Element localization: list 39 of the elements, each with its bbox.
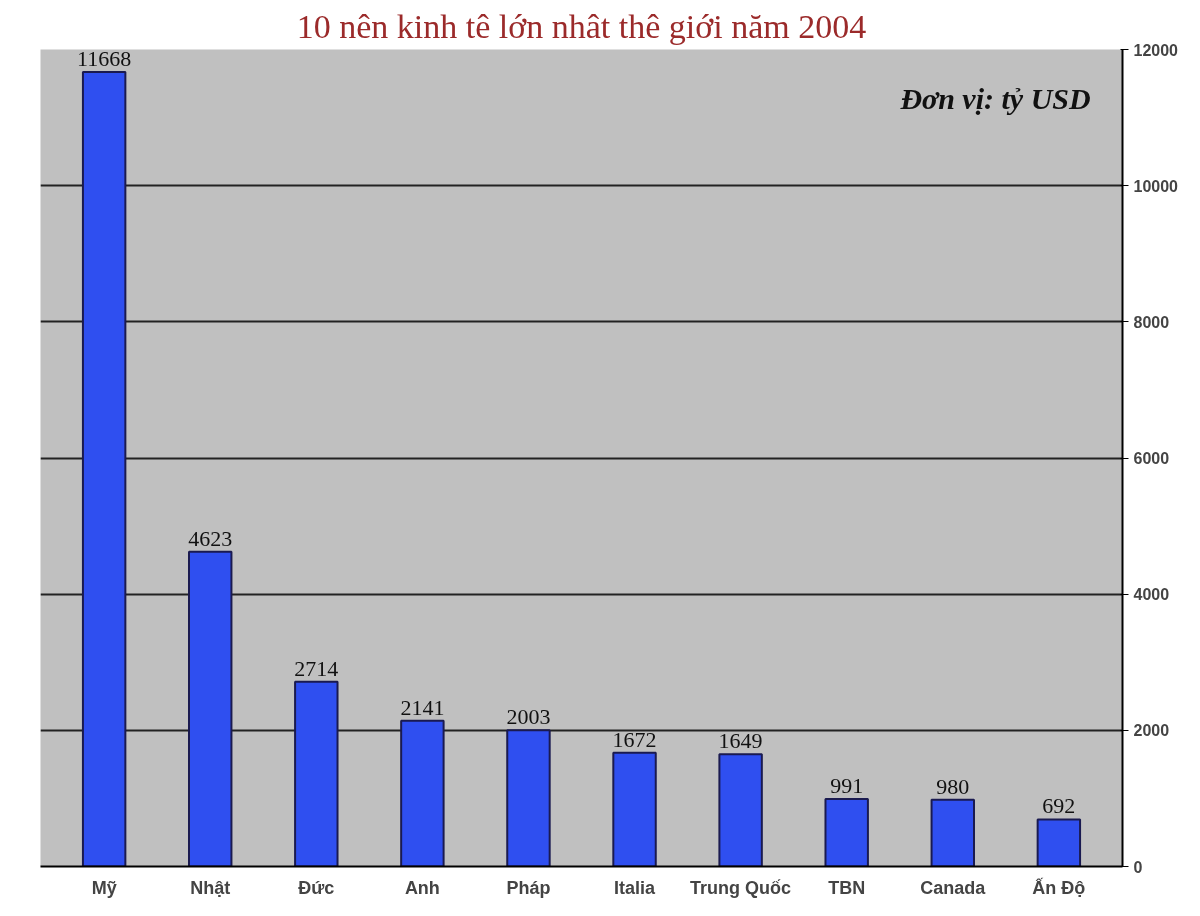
data-label: 11668 — [77, 46, 132, 72]
data-label: 2003 — [506, 704, 551, 730]
x-tick-label: Nhật — [190, 877, 231, 898]
bar — [400, 719, 445, 867]
bar — [930, 798, 975, 867]
x-tick-label: Đức — [298, 877, 335, 898]
chart-title: 10 nên kinh tê lớn nhât thê giới năm 2004 — [296, 7, 867, 45]
data-label: 1672 — [612, 726, 657, 752]
y-tick-label: 8000 — [1133, 313, 1170, 331]
x-tick-label: Pháp — [506, 877, 551, 898]
data-label: 980 — [936, 773, 970, 799]
x-tick-label: Anh — [404, 877, 440, 898]
bar — [1036, 818, 1082, 867]
data-label: 1649 — [718, 728, 763, 754]
data-label: 692 — [1042, 793, 1076, 819]
y-tick-label: 2000 — [1133, 722, 1170, 740]
data-label: 4623 — [188, 525, 233, 551]
x-tick-label: Mỹ — [91, 877, 117, 898]
data-label: 991 — [830, 773, 864, 799]
bar — [824, 798, 869, 867]
bar — [81, 71, 127, 867]
x-tick-label: Italia — [614, 877, 657, 898]
x-tick-label: Ấn Độ — [1032, 876, 1086, 898]
y-tick-label: 4000 — [1133, 586, 1170, 604]
data-label: 2141 — [400, 694, 445, 720]
bar — [718, 753, 763, 867]
y-tick-label: 12000 — [1133, 41, 1179, 59]
bar — [188, 550, 233, 867]
bar — [612, 751, 657, 867]
bar — [506, 729, 551, 867]
annotation: Đơn vị: tỷ USD — [899, 81, 1091, 115]
x-tick-label: Trung Quốc — [690, 877, 792, 898]
y-tick-label: 0 — [1133, 858, 1143, 876]
data-label: 2714 — [294, 655, 339, 681]
y-tick-label: 6000 — [1133, 450, 1170, 467]
x-tick-label: TBN — [828, 877, 866, 898]
x-tick-label: Canada — [920, 877, 987, 898]
bar — [294, 680, 339, 867]
y-tick-label: 10000 — [1133, 177, 1179, 195]
